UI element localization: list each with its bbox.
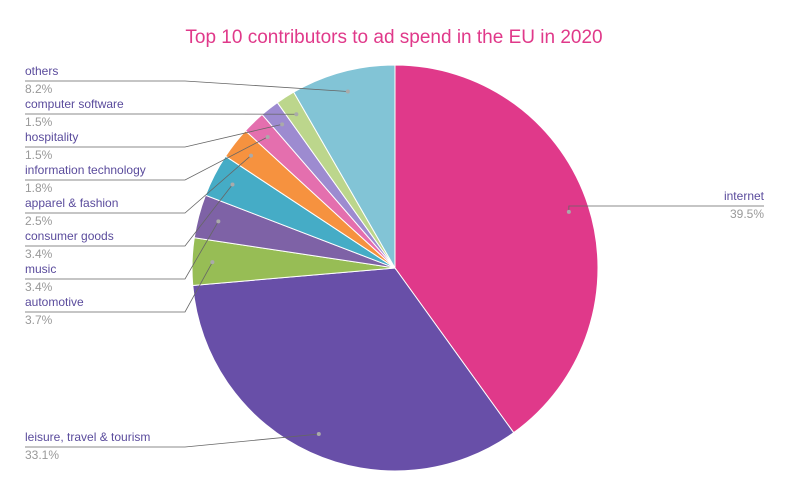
slice-label: others: [25, 64, 58, 78]
chart-title: Top 10 contributors to ad spend in the E…: [185, 27, 602, 48]
leader-line: [25, 136, 268, 181]
value-label: 3.7%: [25, 313, 53, 327]
leader-dot: [216, 219, 221, 224]
slice-label: hospitality: [25, 130, 78, 144]
leader-line: [25, 433, 319, 448]
slice-label: consumer goods: [25, 229, 114, 243]
pie-slice: [293, 64, 396, 270]
value-label: 3.4%: [25, 247, 53, 261]
leader-dot: [294, 112, 299, 117]
leader-dot: [345, 89, 350, 94]
value-label: 8.2%: [25, 82, 53, 96]
leader-line: [25, 221, 219, 280]
leader-dot: [316, 432, 321, 437]
value-label: 1.8%: [25, 181, 53, 195]
value-label: 3.4%: [25, 280, 53, 294]
leader-line: [25, 261, 213, 313]
slice-label: music: [25, 262, 56, 276]
leader-line: [25, 155, 252, 214]
leader-dot: [248, 153, 253, 158]
slice-label: internet: [724, 189, 765, 203]
value-label: 2.5%: [25, 214, 53, 228]
value-label: 39.5%: [730, 207, 764, 221]
leader-dot: [210, 260, 215, 265]
slice-label: leisure, travel & tourism: [25, 430, 150, 444]
value-label: 33.1%: [25, 448, 59, 462]
slice-label: information technology: [25, 163, 146, 177]
leader-dot: [230, 182, 235, 187]
pie-slice: [192, 267, 515, 472]
leader-line: [25, 184, 233, 247]
value-label: 1.5%: [25, 115, 53, 129]
leader-line: [25, 123, 283, 148]
leader-dot: [280, 122, 285, 127]
leader-dot: [265, 134, 270, 139]
slice-label: automotive: [25, 295, 84, 309]
slice-label: computer software: [25, 97, 124, 111]
leader-line: [25, 80, 348, 92]
slice-label: apparel & fashion: [25, 196, 118, 210]
value-label: 1.5%: [25, 148, 53, 162]
leader-dot: [566, 209, 571, 214]
